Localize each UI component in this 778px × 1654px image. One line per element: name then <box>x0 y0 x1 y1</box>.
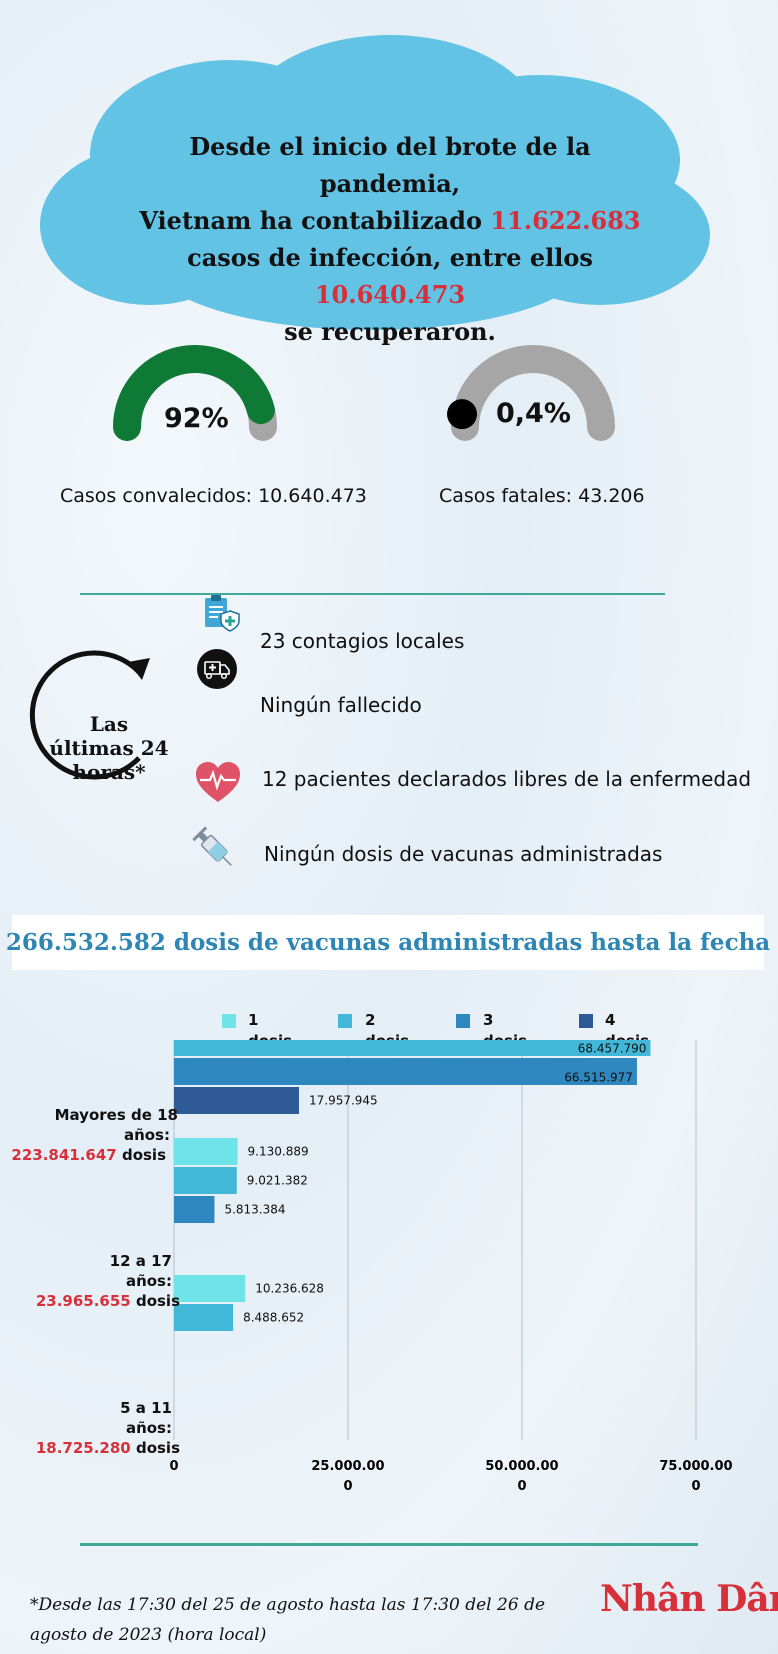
bar-label-2-1: 8.488.652 <box>243 1311 304 1325</box>
last-24h-title: Las últimas 24 horas* <box>49 712 169 784</box>
x-tick-label-1: 25.000.00 0 <box>311 1459 384 1494</box>
total-doses-text: 266.532.582 dosis de vacunas administrad… <box>5 929 771 956</box>
deaths-text: Ningún fallecido <box>260 693 422 717</box>
intro-line-3: casos de infección, entre ellos 10.640.4… <box>187 243 593 309</box>
divider-bottom <box>80 1543 698 1546</box>
x-tick-label-2: 50.000.00 0 <box>485 1459 558 1494</box>
bar-label-1-0: 9.130.889 <box>248 1145 309 1159</box>
bar-0-2 <box>174 1058 637 1085</box>
category-label-teens: 12 a 17 años: 23.965.655 dosis <box>35 1252 180 1310</box>
bar-label-1-2: 5.813.384 <box>224 1203 285 1217</box>
local-cases-text: 23 contagios locales <box>260 629 465 653</box>
legend-swatch-3 <box>456 1014 470 1028</box>
category-label-children: 5 a 11 años: 18.725.280 dosis <box>35 1399 180 1457</box>
vaccine-doses-text: Ningún dosis de vacunas administradas <box>264 842 663 866</box>
legend-swatch-4 <box>579 1014 593 1028</box>
ambulance-icon <box>197 649 237 689</box>
bar-label-0-2: 66.515.977 <box>564 1071 633 1085</box>
bar-0-3 <box>174 1087 299 1114</box>
recovered-number: 10.640.473 <box>314 280 466 309</box>
bar-0-1 <box>174 1040 651 1056</box>
cloud-shape <box>40 35 710 330</box>
x-tick-label-0: 0 <box>169 1459 178 1474</box>
intro-text: Desde el inicio del brote de la pandemia… <box>120 128 660 350</box>
recovered-gauge <box>113 345 277 441</box>
recovered-patients-text: 12 pacientes declarados libres de la enf… <box>262 767 752 791</box>
fatal-gauge <box>447 345 615 441</box>
bar-1-0 <box>174 1138 238 1165</box>
bar-1-1 <box>174 1167 237 1194</box>
total-cases-number: 11.622.683 <box>490 206 641 235</box>
bar-label-1-1: 9.021.382 <box>247 1174 308 1188</box>
legend-swatch-1 <box>222 1014 236 1028</box>
bar-label-2-0: 10.236.628 <box>255 1282 324 1296</box>
intro-line-4: se recuperaron. <box>284 317 496 346</box>
intro-line-1: Desde el inicio del brote de la pandemia… <box>189 132 591 198</box>
syringe-icon <box>192 826 232 866</box>
heartbeat-icon <box>196 762 240 802</box>
divider-top <box>80 593 665 595</box>
bar-2-1 <box>174 1304 234 1331</box>
fatal-label: Casos fatales: 43.206 <box>439 485 645 507</box>
footnote: *Desde las 17:30 del 25 de agosto hasta … <box>30 1595 546 1645</box>
legend-swatch-2 <box>338 1014 352 1028</box>
fatal-gauge-marker <box>447 399 478 430</box>
bar-2-0 <box>174 1275 246 1302</box>
circular-arrow-icon <box>29 650 150 780</box>
x-tick-label-3: 75.000.00 0 <box>659 1459 732 1494</box>
nhan-dan-logo: Nhân Dân <box>600 1578 778 1620</box>
bar-label-0-3: 17.957.945 <box>309 1094 378 1108</box>
recovered-percent: 92% <box>164 403 229 434</box>
vaccine-bar-chart: 025.000.00050.000.00075.000.00070.909.93… <box>169 1040 733 1494</box>
intro-line-2: Vietnam ha contabilizado 11.622.683 <box>139 206 641 235</box>
bar-1-2 <box>174 1196 215 1223</box>
clipboard-shield-icon <box>205 595 240 632</box>
total-doses-banner: 266.532.582 dosis de vacunas administrad… <box>6 915 770 970</box>
recovered-label: Casos convalecidos: 10.640.473 <box>60 485 367 507</box>
fatal-percent: 0,4% <box>496 398 571 429</box>
bar-label-0-1: 68.457.790 <box>578 1042 647 1056</box>
category-label-adults: Mayores de 18 años: 223.841.647 dosis <box>11 1106 178 1164</box>
